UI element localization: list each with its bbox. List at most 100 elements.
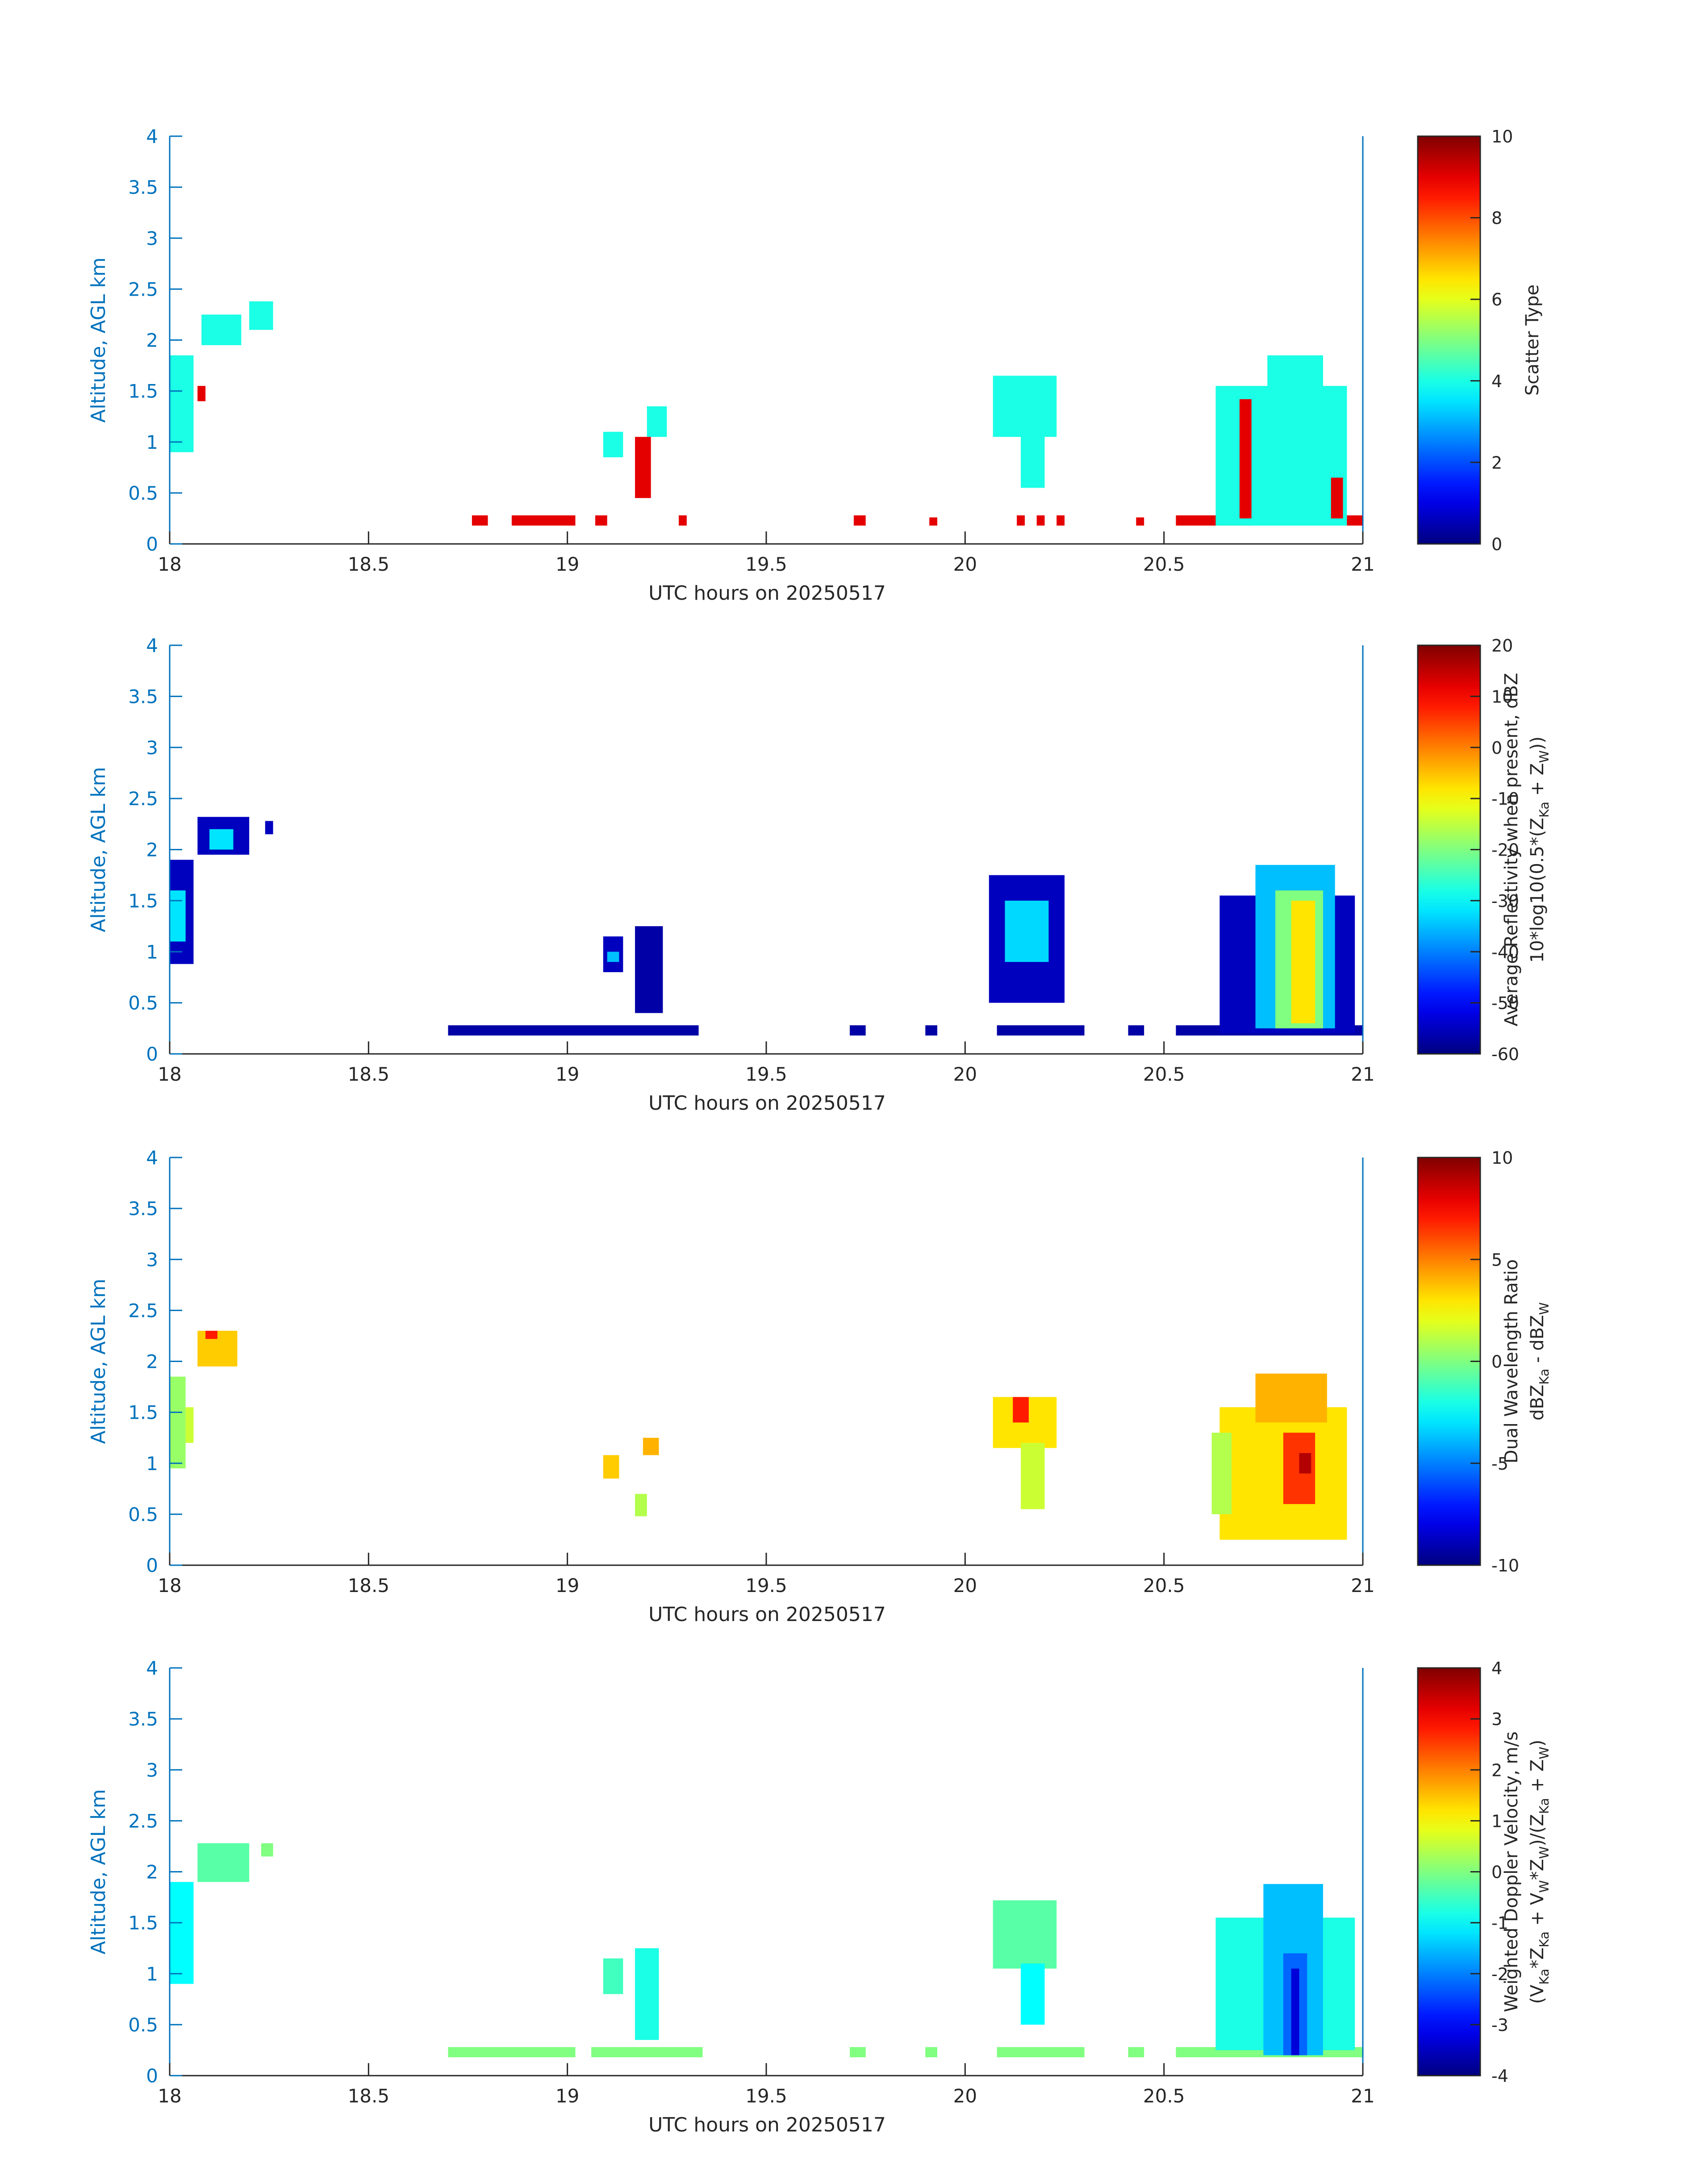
heatmap-cell bbox=[993, 1900, 1057, 1969]
colorbar-label: Average Reflectivity when present, dBZ bbox=[1501, 673, 1522, 1026]
colorbar-label: Scatter Type bbox=[1522, 284, 1543, 396]
heatmap-cell bbox=[249, 301, 273, 330]
y-tick-label: 1 bbox=[146, 1453, 158, 1475]
heatmap-cell bbox=[1128, 2047, 1144, 2057]
colorbar-label: (VKa​*ZKa​ + VW​*ZW​)/(ZKa​ + ZW​) bbox=[1527, 1740, 1552, 2004]
heatmap-cell bbox=[209, 829, 234, 850]
y-tick-label: 1.5 bbox=[128, 380, 158, 402]
colorbar-tick-label: 2 bbox=[1491, 453, 1502, 472]
heatmap-cell bbox=[1128, 1025, 1144, 1036]
y-axis-label: Altitude, AGL km bbox=[87, 767, 110, 932]
colorbar-tick-label: -2 bbox=[1491, 1964, 1508, 1984]
colorbar-tick-label: -3 bbox=[1491, 2015, 1508, 2035]
colorbar-tick-label: 0 bbox=[1491, 535, 1502, 554]
y-tick-label: 1.5 bbox=[128, 1402, 158, 1424]
x-tick-label: 20 bbox=[953, 1575, 977, 1596]
colorbar-label: dBZKa​ - dBZW​ bbox=[1527, 1302, 1552, 1421]
x-axis-label: UTC hours on 20250517 bbox=[648, 582, 886, 605]
colorbar-tick-label: -5 bbox=[1491, 1454, 1508, 1474]
x-tick-label: 18 bbox=[158, 1575, 181, 1596]
y-tick-label: 3 bbox=[146, 737, 158, 759]
heatmap-cell bbox=[472, 515, 488, 526]
colorbar-tick-label: -20 bbox=[1491, 840, 1519, 860]
colorbar bbox=[1417, 135, 1481, 545]
colorbar-tick-label: 8 bbox=[1491, 209, 1502, 228]
y-tick-label: 0.5 bbox=[128, 482, 158, 504]
heatmap-cell bbox=[1021, 1963, 1045, 2025]
x-tick-label: 18 bbox=[158, 2085, 181, 2107]
heatmap-cell bbox=[679, 515, 687, 526]
y-tick-label: 0.5 bbox=[128, 2014, 158, 2036]
colorbar-tick-label: 3 bbox=[1491, 1709, 1502, 1729]
heatmap-cells bbox=[170, 1843, 1363, 2057]
y-tick-label: 4 bbox=[146, 635, 158, 656]
y-tick-label: 0.5 bbox=[128, 1504, 158, 1525]
heatmap-cell bbox=[603, 1958, 623, 1994]
heatmap-cell bbox=[603, 431, 623, 457]
colorbar-tick-label: 0 bbox=[1491, 1863, 1502, 1882]
y-tick-label: 1 bbox=[146, 1963, 158, 1985]
heatmap-cell bbox=[1017, 515, 1025, 526]
x-tick-label: 20 bbox=[953, 1063, 977, 1085]
y-tick-label: 3.5 bbox=[128, 685, 158, 707]
y-tick-label: 4 bbox=[146, 1657, 158, 1679]
y-tick-label: 2 bbox=[146, 839, 158, 861]
heatmap-cell bbox=[595, 515, 607, 526]
heatmap-cells bbox=[170, 301, 1363, 526]
x-tick-label: 20.5 bbox=[1143, 1063, 1185, 1085]
heatmap-cell bbox=[448, 2047, 576, 2057]
y-tick-label: 1.5 bbox=[128, 890, 158, 912]
heatmap-cells bbox=[170, 1331, 1347, 1540]
heatmap-cell bbox=[1267, 355, 1323, 391]
colorbar-tick-label: 10 bbox=[1491, 687, 1513, 706]
y-tick-label: 2.5 bbox=[128, 278, 158, 300]
y-tick-label: 2.5 bbox=[128, 1810, 158, 1832]
y-tick-label: 0 bbox=[146, 533, 158, 555]
heatmap-cell bbox=[205, 1331, 217, 1339]
x-tick-label: 20.5 bbox=[1143, 1575, 1185, 1596]
heatmap-cell bbox=[925, 2047, 937, 2057]
heatmap-cell bbox=[997, 1025, 1085, 1036]
x-tick-label: 18 bbox=[158, 1063, 181, 1085]
heatmap-cell bbox=[993, 376, 1057, 437]
x-tick-label: 18.5 bbox=[348, 2085, 390, 2107]
colorbar-tick-label: -30 bbox=[1491, 891, 1519, 911]
y-tick-label: 3.5 bbox=[128, 1708, 158, 1730]
y-tick-label: 4 bbox=[146, 125, 158, 147]
colorbar-tick-label: 10 bbox=[1491, 127, 1513, 146]
x-tick-label: 19.5 bbox=[745, 1575, 787, 1596]
y-tick-label: 2 bbox=[146, 1351, 158, 1373]
heatmap-cell bbox=[170, 1376, 186, 1469]
x-axis-label: UTC hours on 20250517 bbox=[648, 1092, 886, 1115]
y-tick-label: 2.5 bbox=[128, 1300, 158, 1321]
x-tick-label: 18.5 bbox=[348, 1063, 390, 1085]
heatmap-cell bbox=[643, 1437, 659, 1455]
heatmap-cell bbox=[635, 1494, 647, 1517]
colorbar-tick-label: -10 bbox=[1491, 1556, 1519, 1575]
y-tick-label: 2.5 bbox=[128, 788, 158, 810]
heatmap-cell bbox=[448, 1025, 699, 1036]
colorbar-tick-label: 6 bbox=[1491, 290, 1502, 309]
heatmap-cell bbox=[261, 1843, 273, 1857]
heatmap-cell bbox=[185, 1407, 194, 1443]
y-tick-label: 0 bbox=[146, 1043, 158, 1065]
y-axis-label: Altitude, AGL km bbox=[87, 1279, 110, 1444]
y-tick-label: 3.5 bbox=[128, 176, 158, 198]
heatmap-cell bbox=[1021, 431, 1045, 488]
x-tick-label: 19 bbox=[555, 553, 579, 575]
x-axis-label: UTC hours on 20250517 bbox=[648, 2114, 886, 2136]
colorbar bbox=[1417, 1157, 1481, 1566]
colorbar-tick-label: 0 bbox=[1491, 738, 1502, 758]
y-tick-label: 0 bbox=[146, 1554, 158, 1576]
heatmap-cell bbox=[1291, 1968, 1299, 2056]
colorbar-tick-label: -10 bbox=[1491, 789, 1519, 809]
x-tick-label: 19 bbox=[555, 2085, 579, 2107]
colorbar-tick-label: 4 bbox=[1491, 372, 1502, 391]
colorbar bbox=[1417, 644, 1481, 1055]
y-tick-label: 1.5 bbox=[128, 1912, 158, 1934]
heatmap-cell bbox=[170, 355, 194, 452]
y-tick-label: 1 bbox=[146, 941, 158, 963]
heatmap-cell bbox=[1347, 515, 1363, 526]
heatmap-cell bbox=[635, 437, 651, 498]
